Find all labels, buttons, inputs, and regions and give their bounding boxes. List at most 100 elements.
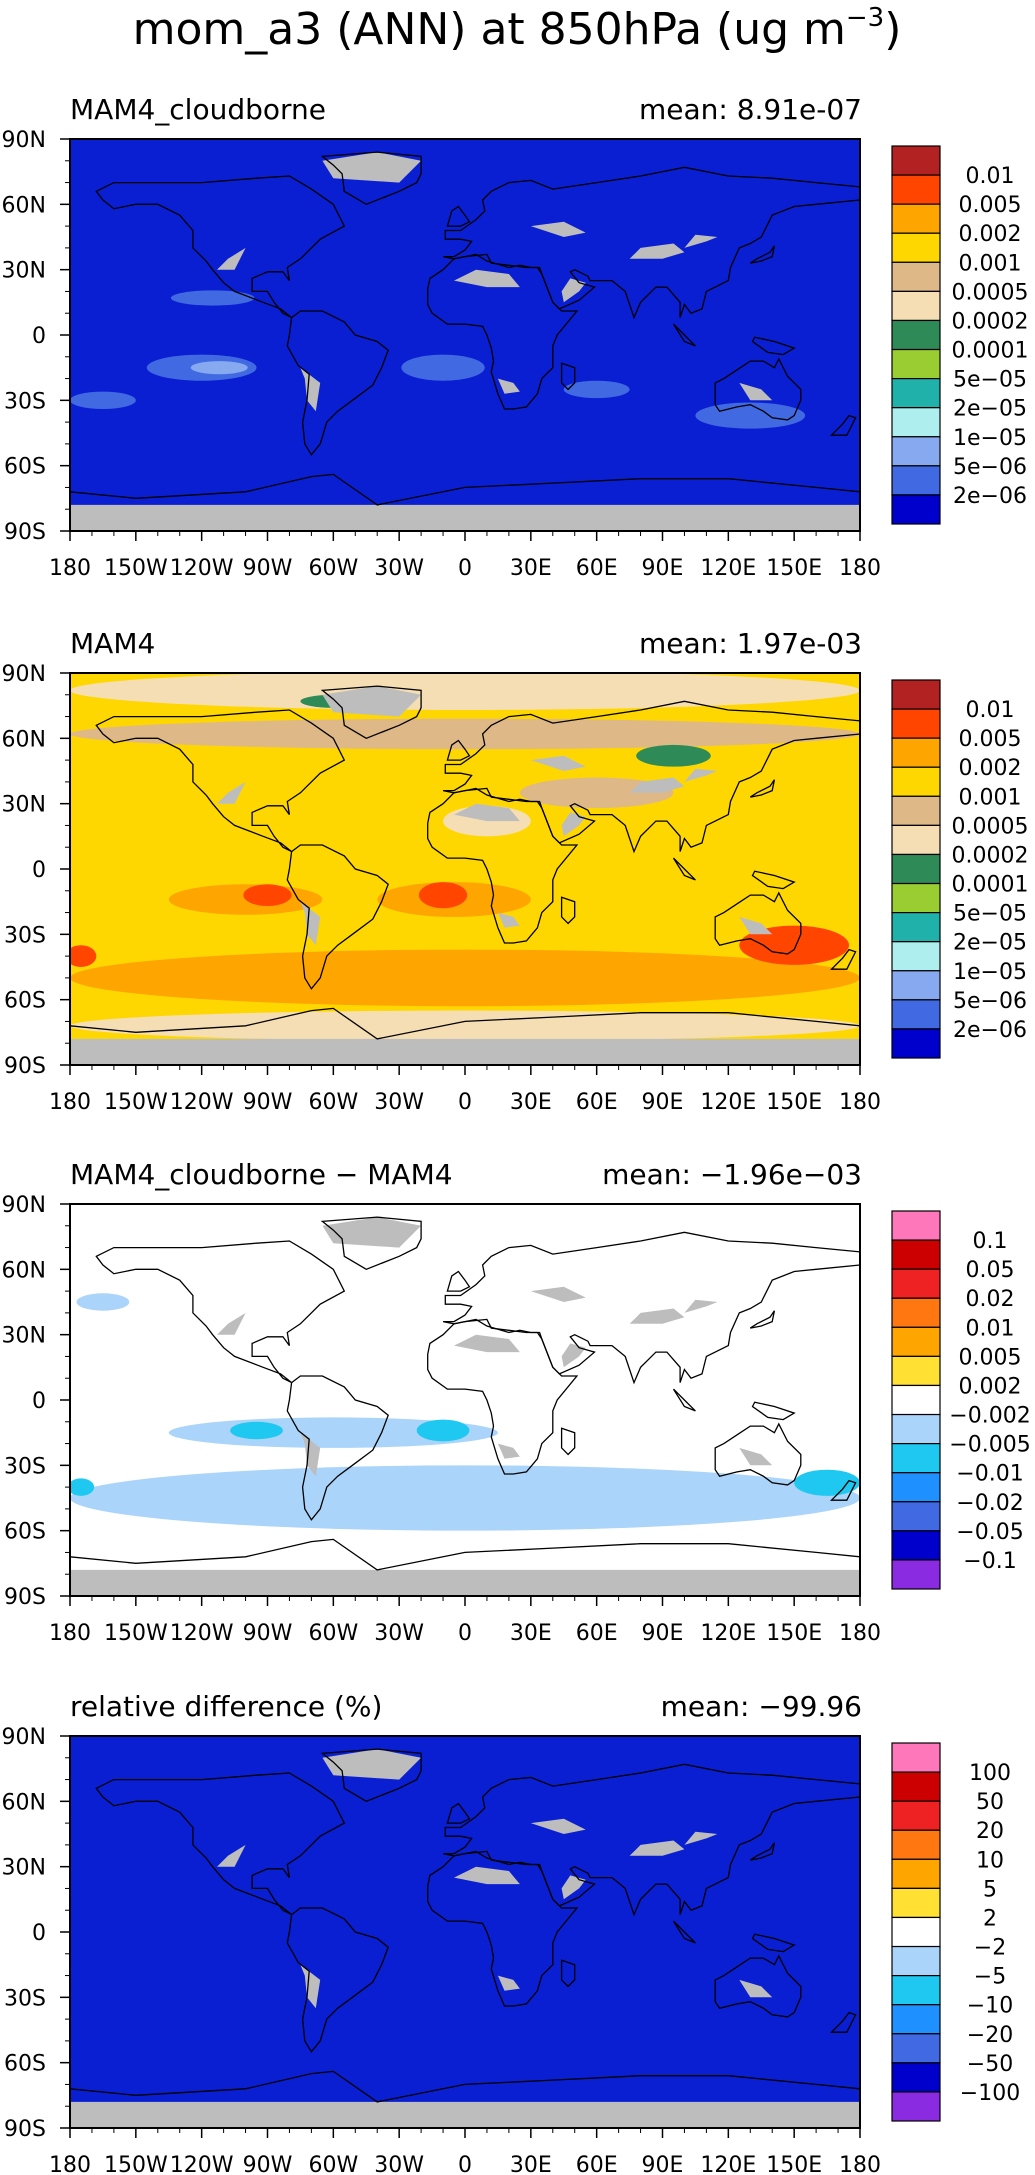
legend-swatch <box>891 1210 941 1241</box>
coastline <box>446 205 471 227</box>
missing-data-region <box>300 367 321 412</box>
legend-label: −20 <box>967 2023 1013 2048</box>
legend-label: 5e−06 <box>953 989 1027 1014</box>
panel-mean: mean: 8.91e-07 <box>639 93 862 126</box>
contour-region <box>70 391 136 410</box>
y-tick-label: 90S <box>4 1054 46 1079</box>
coastline <box>829 1479 857 1501</box>
coastline <box>749 1310 776 1329</box>
coastline <box>560 362 576 391</box>
legend-label: 0.0002 <box>952 309 1029 334</box>
legend-swatch <box>891 1443 941 1474</box>
legend-label: 0.005 <box>959 193 1022 218</box>
legend-label: −0.05 <box>956 1520 1023 1545</box>
x-tick-label: 30W <box>374 556 424 581</box>
legend-swatch <box>891 912 941 943</box>
coastline <box>714 891 802 955</box>
missing-data-region <box>497 378 520 394</box>
x-tick-label: 60W <box>308 1621 358 1646</box>
missing-data-region <box>739 1979 773 1998</box>
y-tick-label: 60N <box>2 1258 46 1283</box>
x-tick-label: 180 <box>49 1090 91 1115</box>
x-tick-label: 60E <box>576 1621 618 1646</box>
coastline <box>446 1802 471 1824</box>
missing-data-region <box>300 1964 321 2009</box>
missing-data-region <box>530 1818 586 1834</box>
contour-region <box>70 1010 860 1042</box>
coastline <box>749 1842 776 1861</box>
legend-swatch <box>891 1975 941 2006</box>
legend-swatch <box>891 174 941 205</box>
legend-label: −10 <box>967 1994 1013 2019</box>
legend-swatch <box>891 1326 941 1357</box>
y-tick-label: 60N <box>2 193 46 218</box>
missing-data-region <box>497 1975 520 1991</box>
legend-label: −0.02 <box>956 1491 1023 1516</box>
legend-label: 0.001 <box>959 251 1022 276</box>
y-tick-label: 90N <box>2 128 46 153</box>
y-tick-label: 30N <box>2 259 46 284</box>
missing-data-region <box>530 1286 586 1302</box>
y-tick-label: 60S <box>4 455 46 480</box>
contour-region <box>739 925 850 965</box>
x-tick-label: 90E <box>642 1090 684 1115</box>
legend-swatch <box>891 795 941 826</box>
panel-title: MAM4_cloudborne − MAM4 <box>70 1158 453 1191</box>
figure-title-exponent: −3 <box>846 3 884 33</box>
x-tick-label: 90W <box>243 2153 293 2175</box>
missing-data-region <box>70 504 860 531</box>
legend-swatch <box>891 766 941 797</box>
legend-swatch <box>891 1268 941 1299</box>
legend-label: 0.002 <box>959 756 1022 781</box>
missing-data-region <box>497 912 520 928</box>
x-tick-label: 150W <box>104 2153 168 2175</box>
legend-label: 2e−06 <box>953 484 1027 509</box>
contour-region <box>243 884 292 907</box>
legend-label: 0.005 <box>959 727 1022 752</box>
x-tick-label: 30W <box>374 2153 424 2175</box>
missing-data-region <box>530 221 586 237</box>
legend-swatch <box>891 290 941 322</box>
legend-label: 0.0005 <box>952 280 1029 305</box>
coastline <box>95 709 346 853</box>
y-tick-label: 30S <box>4 1454 46 1479</box>
x-tick-label: 30E <box>510 2153 552 2175</box>
legend-label: 1e−05 <box>953 426 1027 451</box>
legend-label: −50 <box>967 2052 1013 2077</box>
missing-data-region <box>70 1569 860 1596</box>
legend-label: −100 <box>960 2081 1020 2106</box>
legend-swatch <box>891 407 941 438</box>
legend-swatch <box>891 2062 941 2093</box>
x-tick-label: 60E <box>576 2153 618 2175</box>
x-tick-label: 180 <box>839 556 881 581</box>
coastline <box>714 1422 802 1486</box>
map-area <box>70 1204 860 1596</box>
coastline <box>427 253 579 410</box>
coastline <box>749 779 776 798</box>
y-tick-label: 90N <box>2 1725 46 1750</box>
legend-swatch <box>891 1945 941 1977</box>
x-tick-label: 150E <box>766 1090 822 1115</box>
legend-swatch <box>891 1742 941 1773</box>
legend-swatch <box>891 436 941 467</box>
map-area <box>70 1736 860 2128</box>
legend-swatch <box>891 2004 941 2035</box>
legend-label: 0.002 <box>959 1374 1022 1399</box>
missing-data-region <box>300 901 321 946</box>
legend-swatch <box>891 145 941 176</box>
contour-region <box>70 673 860 711</box>
x-tick-label: 120E <box>700 1090 756 1115</box>
coastline <box>70 1007 860 1065</box>
y-tick-label: 30S <box>4 923 46 948</box>
coastline <box>751 1933 796 1953</box>
missing-data-region <box>322 152 422 183</box>
y-tick-label: 30S <box>4 389 46 414</box>
legend-label: 20 <box>976 1819 1004 1844</box>
y-tick-label: 0 <box>32 858 46 883</box>
legend-swatch <box>891 1559 941 1590</box>
missing-data-region <box>217 1312 246 1335</box>
x-tick-label: 120W <box>170 556 234 581</box>
legend-label: 0.0001 <box>952 873 1029 898</box>
contour-region <box>70 945 97 967</box>
